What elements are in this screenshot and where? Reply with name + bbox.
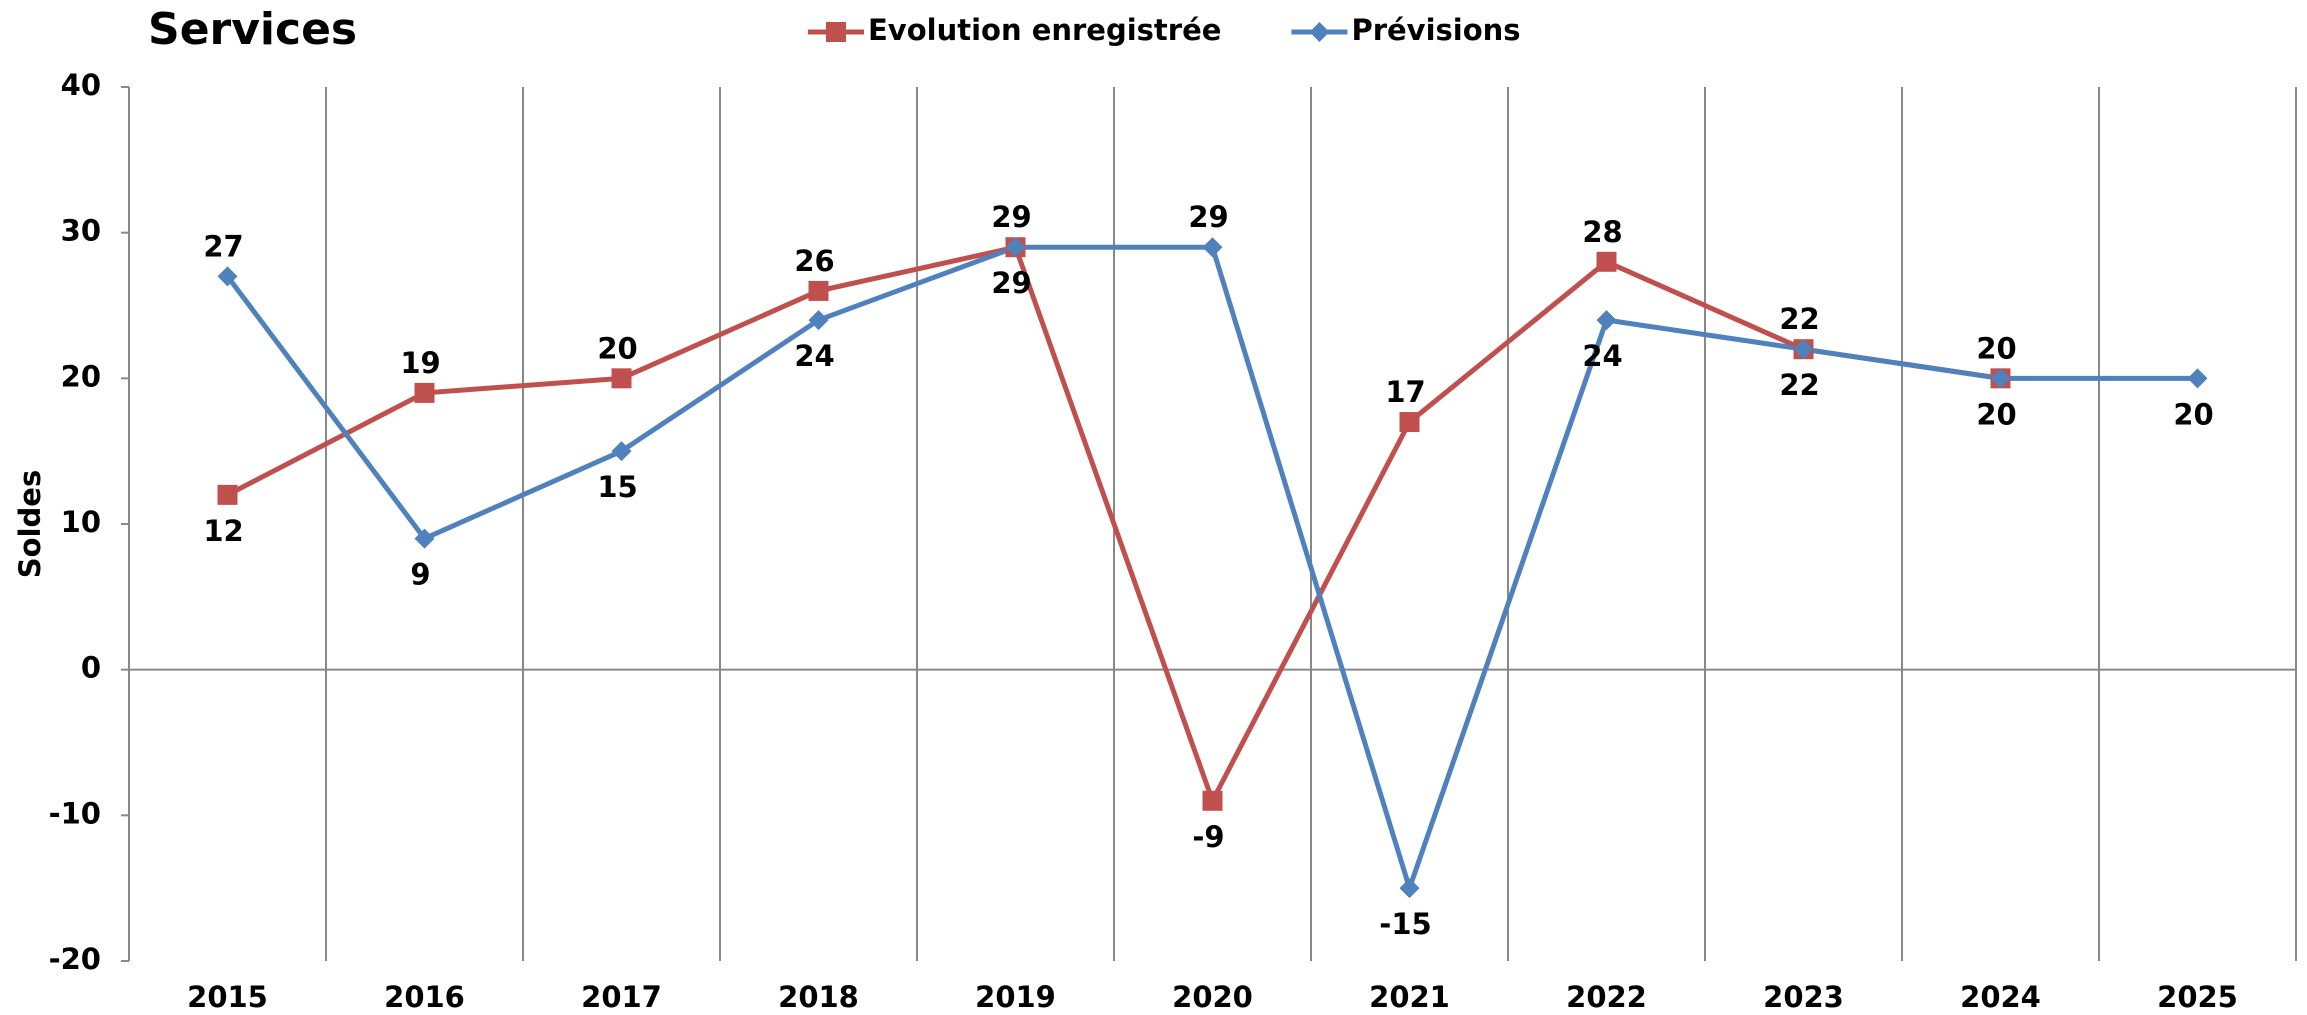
marker — [2187, 368, 2208, 389]
legend-label: Evolution enregistrée — [868, 13, 1221, 47]
data-label: 22 — [1779, 302, 1819, 336]
x-tick-label: 2019 — [975, 980, 1056, 1014]
marker — [1793, 339, 1814, 360]
y-axis-label: Soldes — [13, 470, 47, 578]
x-tick-label: 2015 — [187, 980, 268, 1014]
data-label: 20 — [2173, 397, 2213, 431]
marker — [1005, 237, 1026, 258]
data-label: 20 — [1976, 397, 2016, 431]
x-tick-label: 2024 — [1960, 980, 2041, 1014]
x-tick-label: 2020 — [1172, 980, 1253, 1014]
data-label: 15 — [597, 470, 637, 504]
data-label: 19 — [400, 346, 440, 380]
x-tick-label: 2017 — [581, 980, 662, 1014]
chart-title: Services — [148, 4, 357, 55]
data-label: 27 — [203, 229, 243, 263]
marker — [1399, 412, 1420, 433]
series-line — [226, 244, 2001, 808]
data-label: 26 — [794, 244, 834, 278]
data-label: 24 — [1582, 339, 1622, 373]
x-tick-label: 2023 — [1763, 980, 1844, 1014]
marker — [414, 382, 435, 403]
data-label: 28 — [1582, 215, 1622, 249]
y-tick-label: -20 — [49, 942, 101, 976]
data-label: 12 — [203, 514, 243, 548]
y-tick-label: 0 — [81, 651, 101, 685]
legend-marker — [1309, 22, 1330, 42]
data-label: -9 — [1192, 820, 1224, 854]
marker — [808, 310, 829, 331]
y-tick-label: 30 — [61, 214, 101, 248]
y-tick-label: 40 — [61, 68, 101, 102]
legend-label: Prévisions — [1351, 13, 1520, 47]
data-label: 22 — [1779, 368, 1819, 402]
marker — [1990, 368, 2011, 389]
x-tick-label: 2022 — [1566, 980, 1647, 1014]
data-label: 29 — [991, 200, 1031, 234]
data-label: 24 — [794, 339, 834, 373]
marker — [611, 441, 632, 462]
data-label: 29 — [1188, 200, 1228, 234]
marker — [1202, 237, 1223, 258]
data-label: 29 — [991, 266, 1031, 300]
marker — [611, 368, 632, 389]
x-tick-label: 2018 — [778, 980, 859, 1014]
x-tick-label: 2016 — [384, 980, 465, 1014]
data-label: -15 — [1379, 907, 1431, 941]
x-tick-label: 2025 — [2157, 980, 2238, 1014]
marker — [808, 280, 829, 301]
y-tick-label: -10 — [49, 796, 101, 830]
y-tick-label: 10 — [61, 505, 101, 539]
data-label: 20 — [597, 331, 637, 365]
data-label: 9 — [410, 558, 430, 592]
marker — [217, 484, 238, 505]
marker — [1596, 310, 1617, 331]
x-tick-label: 2021 — [1369, 980, 1450, 1014]
y-tick-label: 20 — [61, 359, 101, 393]
legend-marker — [826, 22, 846, 42]
marker — [414, 528, 435, 549]
marker — [1202, 790, 1223, 811]
marker — [217, 266, 238, 287]
marker — [1596, 251, 1617, 272]
data-label: 20 — [1976, 331, 2016, 365]
data-label: 17 — [1385, 375, 1425, 409]
marker — [1399, 878, 1420, 899]
